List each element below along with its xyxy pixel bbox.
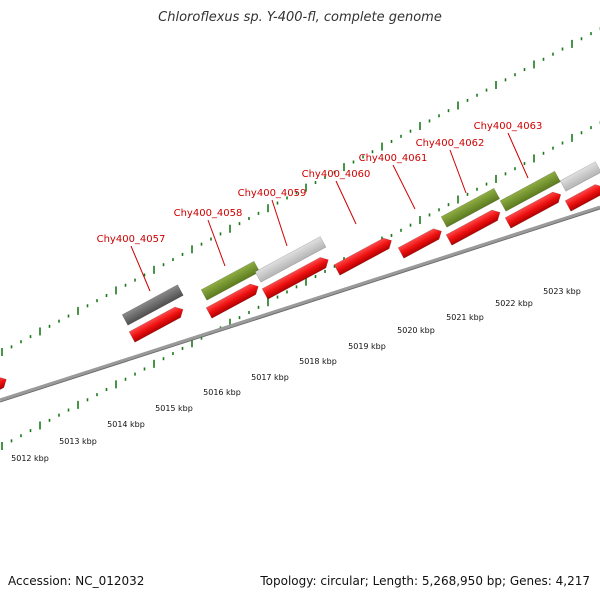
gene-label-layer: Chy400_4057 Chy400_4058 Chy400_4059 Chy400_… [97, 121, 543, 292]
cds-arrow[interactable] [0, 374, 9, 392]
feature-green[interactable] [440, 187, 500, 228]
scale-label: 5021 kbp [446, 313, 484, 322]
gene-label-leader [335, 180, 357, 225]
scale-label: 5016 kbp [203, 388, 241, 397]
gene-label[interactable]: Chy400_4059 [238, 188, 307, 199]
cds-arrow[interactable] [205, 281, 261, 319]
feature-grey[interactable] [254, 236, 327, 283]
outer-tick-row [1, 26, 600, 356]
gene-label[interactable]: Chy400_4062 [416, 138, 485, 149]
gene-label-leader [271, 199, 288, 247]
genome-backbone [0, 205, 600, 403]
scale-label: 5018 kbp [299, 357, 337, 366]
cds-arrow[interactable] [504, 189, 563, 229]
gene-label-leader [507, 132, 529, 179]
gene-label-leader [392, 164, 416, 210]
scale-label: 5017 kbp [251, 373, 289, 382]
scale-label: 5013 kbp [59, 437, 97, 446]
gene-label[interactable]: Chy400_4057 [97, 234, 166, 245]
scale-label: 5023 kbp [543, 287, 581, 296]
gene-label[interactable]: Chy400_4061 [359, 153, 428, 164]
scale-label: 5014 kbp [107, 420, 145, 429]
genome-title: Chloroflexus sp. Y-400-fl, complete geno… [158, 10, 442, 25]
scale-label: 5012 kbp [11, 454, 49, 463]
genome-info-label: Topology: circular; Length: 5,268,950 bp… [260, 574, 590, 588]
cds-arrow[interactable] [261, 254, 331, 300]
gene-track [0, 161, 600, 392]
gene-label[interactable]: Chy400_4060 [302, 169, 371, 180]
cds-arrow[interactable] [128, 304, 186, 343]
gene-label-leader [207, 219, 226, 267]
scale-label: 5022 kbp [495, 299, 533, 308]
scale-label-layer: 5012 kbp 5013 kbp 5014 kbp 5015 kbp 5016 kbp… [11, 287, 581, 463]
gene-label-leader [130, 245, 151, 292]
gene-label[interactable]: Chy400_4063 [474, 121, 543, 132]
scale-label: 5015 kbp [155, 404, 193, 413]
feature-green[interactable] [499, 170, 561, 212]
gene-label[interactable]: Chy400_4058 [174, 208, 243, 219]
cds-arrow[interactable] [333, 235, 394, 276]
cds-arrow[interactable] [397, 226, 444, 259]
feature-dark[interactable] [121, 284, 184, 326]
cds-arrow[interactable] [564, 182, 600, 212]
feature-grey[interactable] [559, 161, 600, 192]
gene-label-leader [449, 149, 467, 194]
scale-label: 5019 kbp [348, 342, 386, 351]
cds-arrow[interactable] [445, 207, 503, 246]
scale-label: 5020 kbp [397, 326, 435, 335]
accession-label: Accession: NC_012032 [8, 574, 145, 588]
